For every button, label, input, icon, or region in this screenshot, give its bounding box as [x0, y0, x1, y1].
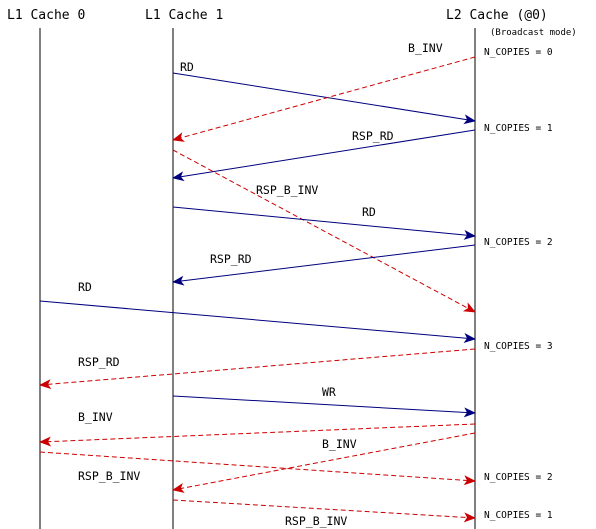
- arrow-rsp-b-inv-2: [39, 451, 476, 486]
- note-n-copies-0: N_COPIES = 0: [484, 47, 553, 58]
- arrow-rsp-b-inv-3: [172, 499, 476, 523]
- arrow-rd-3: [39, 300, 476, 344]
- arrow-rd-2: [172, 206, 476, 240]
- label-rsp-b-inv-3: RSP_B_INV: [285, 514, 347, 528]
- note-n-copies-2: N_COPIES = 2: [484, 237, 553, 248]
- label-rsp-rd-1: RSP_RD: [352, 129, 394, 143]
- arrow-rsp-b-inv-1: [172, 149, 476, 313]
- label-rd-1: RD: [180, 60, 194, 74]
- l2-mode-note: (Broadcast mode): [490, 28, 577, 38]
- lane-header-l1-cache-1: L1 Cache 1: [145, 8, 223, 23]
- label-rd-2: RD: [362, 205, 376, 219]
- label-b-inv-2: B_INV: [78, 410, 113, 424]
- label-rsp-rd-3: RSP_RD: [78, 355, 120, 369]
- lane-header-l1-cache-0: L1 Cache 0: [7, 8, 85, 23]
- label-rsp-rd-2: RSP_RD: [210, 252, 252, 266]
- arrow-b-inv-1: [172, 56, 476, 142]
- arrow-rsp-rd-2: [172, 244, 476, 286]
- arrow-rsp-rd-3: [39, 348, 476, 390]
- label-rsp-b-inv-1: RSP_B_INV: [256, 183, 318, 197]
- note-n-copies-3: N_COPIES = 3: [484, 341, 553, 352]
- note-n-copies-1: N_COPIES = 1: [484, 123, 553, 134]
- arrow-b-inv-3: [172, 432, 476, 493]
- lane-header-l2-cache: L2 Cache (@0): [446, 8, 548, 23]
- arrow-rd-1: [172, 72, 476, 125]
- label-wr-1: WR: [322, 385, 336, 399]
- arrow-rsp-rd-1: [172, 129, 476, 182]
- label-b-inv-1: B_INV: [408, 41, 443, 55]
- label-rsp-b-inv-2: RSP_B_INV: [78, 469, 140, 483]
- arrow-wr-1: [172, 395, 476, 418]
- note-n-copies-1b: N_COPIES = 1: [484, 510, 553, 521]
- arrow-b-inv-2: [39, 423, 476, 447]
- note-n-copies-2b: N_COPIES = 2: [484, 472, 553, 483]
- label-b-inv-3: B_INV: [322, 437, 357, 451]
- label-rd-3: RD: [78, 280, 92, 294]
